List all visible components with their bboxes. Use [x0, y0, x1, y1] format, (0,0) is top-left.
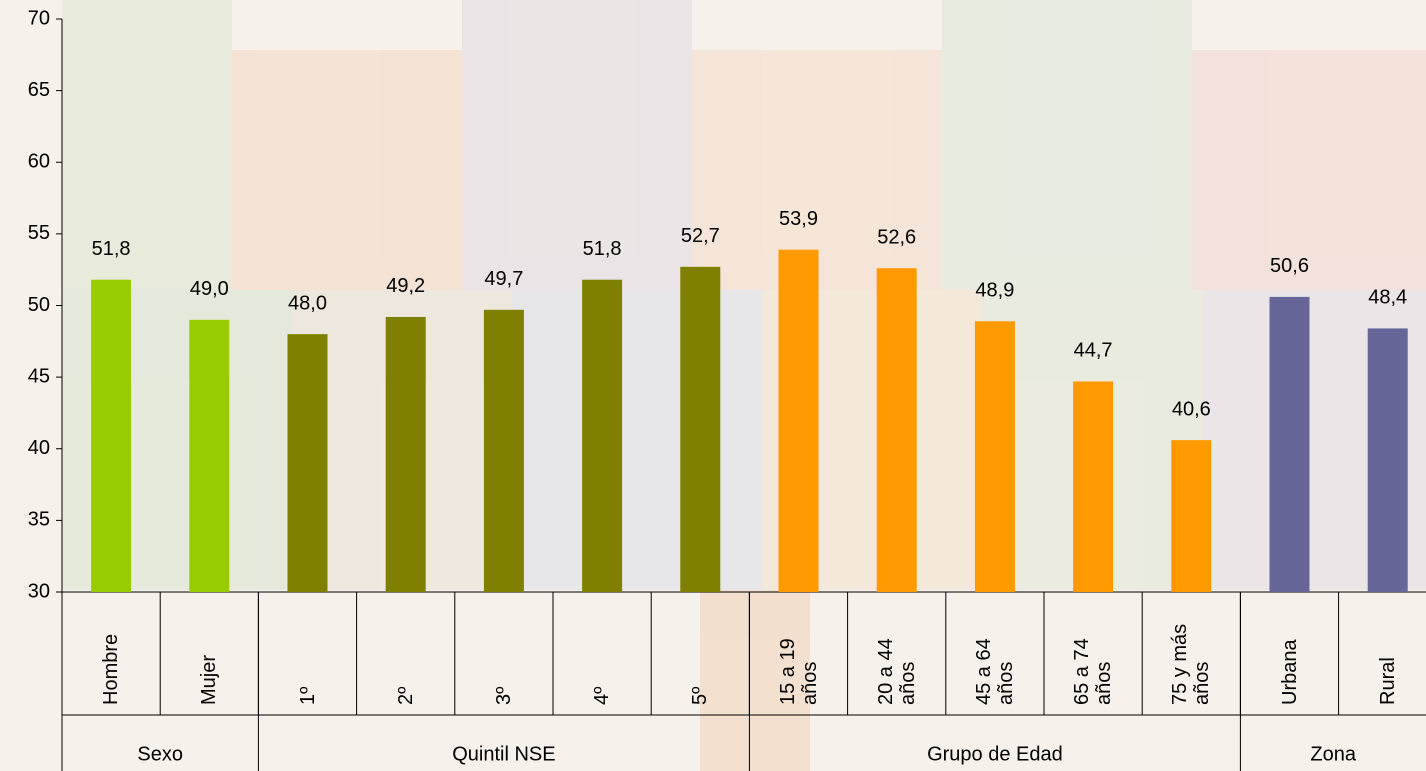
- x-tick-label: 1º: [296, 686, 319, 705]
- value-label: 52,6: [877, 227, 916, 249]
- x-tick-label: 15 a 19 años: [776, 638, 821, 705]
- x-tick-label: Urbana: [1278, 639, 1301, 705]
- y-tick-label: 70: [28, 7, 50, 29]
- y-tick-label: 55: [28, 222, 50, 244]
- x-tick-label: 20 a 44 años: [874, 638, 919, 705]
- bar: [974, 321, 1015, 592]
- group-label: Grupo de Edad: [927, 743, 1063, 765]
- value-label: 52,7: [681, 225, 720, 247]
- bar: [91, 279, 132, 592]
- value-label: 51,8: [92, 238, 131, 260]
- bar: [287, 334, 328, 592]
- bar: [189, 319, 230, 592]
- bar: [1269, 296, 1310, 592]
- y-tick-label: 40: [28, 437, 50, 459]
- y-tick-label: 35: [28, 509, 50, 531]
- value-label: 48,4: [1368, 287, 1407, 309]
- x-tick-label: 3º: [492, 686, 515, 705]
- group-label: Sexo: [137, 743, 183, 765]
- x-tick-label: 4º: [591, 686, 614, 705]
- x-tick-label: 65 a 74 años: [1071, 638, 1116, 705]
- bar: [1171, 440, 1212, 592]
- x-tick-label: Mujer: [198, 654, 221, 705]
- y-tick-label: 50: [28, 294, 50, 316]
- y-tick-label: 30: [28, 580, 50, 602]
- x-tick-label: 5º: [689, 686, 712, 705]
- y-tick-label: 65: [28, 79, 50, 101]
- group-label: Zona: [1310, 743, 1356, 765]
- background: [62, 0, 1426, 771]
- value-label: 48,9: [975, 280, 1014, 302]
- value-label: 49,7: [484, 268, 523, 290]
- bar: [1073, 381, 1114, 592]
- value-label: 49,0: [190, 278, 229, 300]
- bar: [582, 279, 623, 592]
- x-tick-label: 45 a 64 años: [972, 638, 1017, 705]
- y-tick-label: 45: [28, 365, 50, 387]
- y-tick-label: 60: [28, 151, 50, 173]
- value-label: 44,7: [1074, 340, 1113, 362]
- value-label: 50,6: [1270, 255, 1309, 277]
- value-label: 49,2: [386, 275, 425, 297]
- x-tick-label: Rural: [1376, 657, 1399, 705]
- bar: [1367, 328, 1408, 592]
- value-label: 40,6: [1172, 398, 1211, 420]
- value-label: 53,9: [779, 208, 818, 230]
- group-label: Quintil NSE: [452, 743, 555, 765]
- bar: [483, 309, 524, 592]
- x-tick-label: Hombre: [100, 633, 123, 705]
- x-tick-label: 75 y más años: [1169, 623, 1214, 705]
- x-tick-label: 2º: [394, 686, 417, 705]
- bar: [778, 249, 819, 592]
- value-label: 48,0: [288, 292, 327, 314]
- value-label: 51,8: [583, 238, 622, 260]
- bar: [385, 316, 426, 592]
- bar: [876, 268, 917, 592]
- bar: [680, 266, 721, 592]
